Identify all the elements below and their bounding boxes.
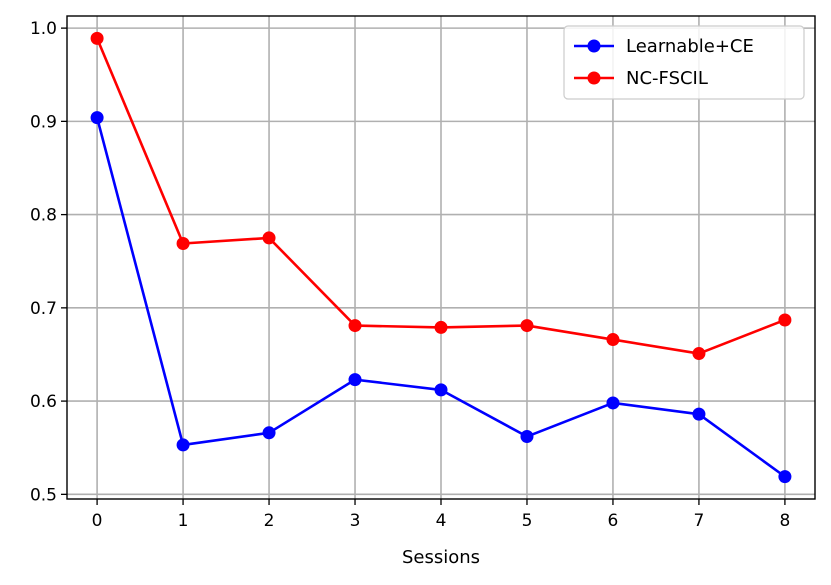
data-point xyxy=(348,319,362,333)
y-axis-ticks: 0.5 0.6 0.7 0.8 0.9 1.0 xyxy=(30,19,67,505)
data-point xyxy=(692,347,706,361)
x-tick-label: 1 xyxy=(178,511,189,531)
x-tick-label: 5 xyxy=(522,511,533,531)
data-point xyxy=(606,396,620,410)
x-tick-label: 7 xyxy=(694,511,705,531)
data-point xyxy=(520,319,534,333)
y-tick-label: 0.7 xyxy=(30,299,57,319)
x-axis-ticks: 0 1 2 3 4 5 6 7 8 xyxy=(92,499,790,531)
data-point xyxy=(348,373,362,387)
legend: Learnable+CE NC-FSCIL xyxy=(563,25,805,100)
y-tick-label: 0.6 xyxy=(30,392,57,412)
x-tick-label: 4 xyxy=(436,511,447,531)
y-tick-label: 0.8 xyxy=(30,206,57,226)
legend-label: Learnable+CE xyxy=(626,36,754,57)
data-point xyxy=(90,31,104,45)
legend-box xyxy=(563,25,805,100)
y-tick-label: 0.5 xyxy=(30,485,57,505)
data-point xyxy=(90,111,104,125)
data-point xyxy=(778,313,792,327)
legend-marker xyxy=(587,71,601,85)
y-tick-label: 1.0 xyxy=(30,19,57,39)
y-tick-label: 0.9 xyxy=(30,112,57,132)
legend-label: NC-FSCIL xyxy=(626,68,708,89)
x-tick-label: 3 xyxy=(350,511,361,531)
data-point xyxy=(520,430,534,444)
x-tick-label: 6 xyxy=(608,511,619,531)
data-point xyxy=(262,426,276,440)
x-tick-label: 8 xyxy=(779,511,790,531)
data-point xyxy=(778,470,792,484)
data-point xyxy=(262,231,276,245)
x-tick-label: 2 xyxy=(264,511,275,531)
data-point xyxy=(434,383,448,397)
series-markers xyxy=(90,31,792,484)
data-point xyxy=(692,407,706,421)
data-point xyxy=(434,320,448,334)
data-point xyxy=(176,438,190,452)
x-axis-label: Sessions xyxy=(402,547,480,568)
data-point xyxy=(176,237,190,251)
data-point xyxy=(606,333,620,347)
legend-marker xyxy=(587,39,601,53)
x-tick-label: 0 xyxy=(92,511,103,531)
